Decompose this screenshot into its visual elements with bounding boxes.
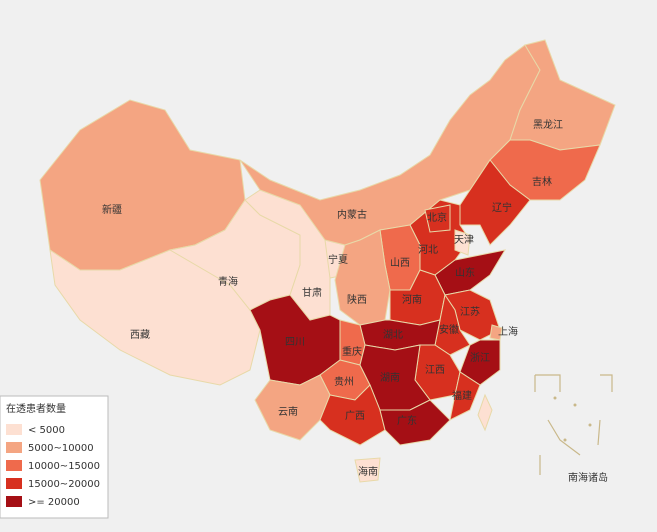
province-label: 辽宁 bbox=[492, 201, 512, 214]
legend-label: >= 20000 bbox=[28, 497, 80, 508]
province-shape bbox=[334, 229, 391, 326]
province-label: 陕西 bbox=[347, 293, 367, 306]
legend-title: 在透患者数量 bbox=[6, 402, 66, 415]
province-shape bbox=[424, 204, 451, 233]
legend-label: < 5000 bbox=[28, 425, 65, 436]
province-label: 黑龙江 bbox=[533, 118, 563, 131]
province-shape bbox=[379, 399, 451, 446]
province-shape bbox=[459, 159, 531, 246]
province-label: 福建 bbox=[452, 389, 472, 402]
province-label: 海南 bbox=[358, 465, 378, 478]
inset-frame bbox=[534, 374, 613, 475]
inset: 南海诸岛 bbox=[534, 374, 613, 484]
taiwan-shape bbox=[477, 393, 493, 432]
legend: 在透患者数量 < 5000 5000~10000 10000~15000 15000~… bbox=[0, 395, 109, 519]
province-label: 北京 bbox=[427, 211, 447, 224]
province-label: 四川 bbox=[285, 337, 305, 348]
province-shape bbox=[454, 229, 471, 256]
province-label: 甘肃 bbox=[302, 286, 322, 299]
province-label: 宁夏 bbox=[328, 253, 348, 266]
province-label: 重庆 bbox=[342, 345, 362, 358]
province-label: 安徽 bbox=[439, 323, 459, 336]
province-label: 河南 bbox=[402, 293, 422, 306]
legend-swatch bbox=[6, 496, 22, 507]
province-label: 湖北 bbox=[383, 329, 403, 341]
province-label: 江西 bbox=[425, 364, 445, 376]
province-label: 广东 bbox=[397, 414, 417, 427]
provinces bbox=[39, 39, 616, 483]
province-label: 云南 bbox=[278, 405, 298, 418]
province-shape bbox=[449, 371, 481, 421]
inset-label: 南海诸岛 bbox=[568, 471, 608, 484]
legend-label: 10000~15000 bbox=[28, 461, 100, 472]
province-label: 广西 bbox=[345, 410, 365, 422]
province-label: 天津 bbox=[454, 234, 474, 246]
province-label: 江苏 bbox=[460, 305, 480, 318]
legend-label: 5000~10000 bbox=[28, 443, 94, 454]
legend-swatch bbox=[6, 424, 22, 435]
province-label: 贵州 bbox=[334, 375, 354, 388]
legend-label: 15000~20000 bbox=[28, 479, 100, 490]
island bbox=[573, 403, 577, 407]
legend-swatch bbox=[6, 478, 22, 489]
province-shape bbox=[249, 294, 341, 386]
legend-swatch bbox=[6, 460, 22, 471]
island bbox=[553, 396, 557, 400]
province-label: 河北 bbox=[418, 244, 438, 256]
province-label: 青海 bbox=[218, 275, 238, 288]
province-label: 西藏 bbox=[130, 329, 150, 341]
province-label: 上海 bbox=[498, 325, 518, 338]
island bbox=[588, 423, 592, 427]
legend-swatch bbox=[6, 442, 22, 453]
province-label: 浙江 bbox=[470, 352, 490, 364]
province-label: 吉林 bbox=[532, 175, 552, 188]
province-label: 湖南 bbox=[380, 371, 400, 384]
province-label: 山西 bbox=[390, 257, 410, 269]
province-label: 新疆 bbox=[102, 203, 122, 216]
island bbox=[563, 438, 567, 442]
province-label: 山东 bbox=[455, 266, 475, 279]
province-shape bbox=[354, 457, 381, 483]
province-label: 内蒙古 bbox=[337, 208, 367, 221]
